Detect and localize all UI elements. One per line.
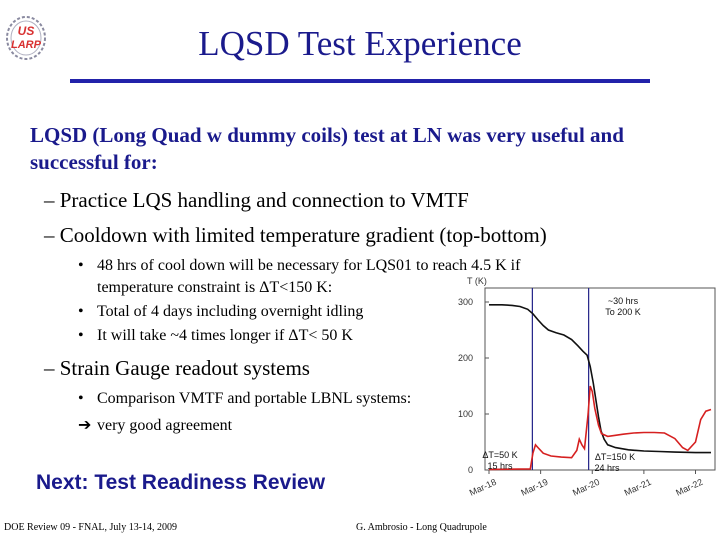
cooldown-chart: T (K) 0 100 200 300 Mar-18 Mar-19 Mar-20 Mar-2… (458, 276, 716, 498)
x-tick-label: Mar-21 (623, 477, 653, 498)
cooldown-bullet-days: • Total of 4 days including overnight idl… (78, 303, 364, 320)
slide-title: LQSD Test Experience (198, 24, 522, 63)
cooldown-bullet-hours-cont: temperature constraint is ΔT<150 K: (97, 279, 333, 296)
y-tick-label: 100 (458, 409, 473, 419)
x-tick-label: Mar-22 (674, 477, 704, 498)
right-arrow-icon: ➔ (78, 417, 92, 434)
svg-text:US: US (18, 24, 35, 38)
x-tick-label: Mar-20 (571, 477, 601, 498)
svg-text:LARP: LARP (11, 39, 42, 51)
sub-item-cooldown: – Cooldown with limited temperature grad… (44, 223, 547, 247)
footer-event: DOE Review 09 - FNAL, July 13-14, 2009 (4, 522, 178, 533)
strain-bullet-agreement: ➔ very good agreement (78, 417, 233, 434)
annotation-dt150-line1: ΔT=150 K (595, 452, 635, 462)
main-bullet: LQSD (Long Quad w dummy coils) test at L… (30, 123, 624, 174)
series-line-temperature (489, 304, 711, 454)
annotation-dt50-line2: 15 hrs (487, 461, 513, 471)
series-line-gradient (488, 385, 712, 471)
annotation-dt150-line2: 24 hrs (594, 463, 620, 473)
annotation-30hrs-line1: ~30 hrs (608, 296, 639, 306)
sub-item-cooldown-text: Cooldown with limited temperature gradie… (59, 223, 547, 247)
next-step: Next: Test Readiness Review (36, 471, 326, 494)
x-tick-label: Mar-18 (468, 477, 498, 498)
plot-frame (484, 287, 716, 471)
annotation-30hrs-line2: To 200 K (605, 307, 641, 317)
y-tick-label: 200 (458, 353, 473, 363)
us-larp-logo: US LARP (4, 14, 48, 62)
sub-item-strain: – Strain Gauge readout systems (44, 356, 310, 380)
title-underline (70, 79, 650, 83)
x-tick-label: Mar-19 (519, 477, 549, 498)
annotation-dt50-line1: ΔT=50 K (482, 450, 517, 460)
sub-item-handling: – Practice LQS handling and connection t… (44, 188, 469, 212)
strain-bullet-comparison: • Comparison VMTF and portable LBNL syste… (78, 390, 412, 407)
y-tick-label: 300 (458, 297, 473, 307)
sub-item-strain-text: Strain Gauge readout systems (59, 356, 310, 380)
footer-author: G. Ambrosio - Long Quadrupole (356, 522, 487, 533)
sub-item-handling-text: Practice LQS handling and connection to … (59, 188, 469, 212)
y-tick-label: 0 (468, 465, 473, 475)
y-axis-label: T (K) (467, 276, 487, 286)
cooldown-bullet-hours: • 48 hrs of cool down will be necessary f… (78, 257, 521, 274)
cooldown-bullet-longer: • It will take ~4 times longer if ΔT< 50 … (78, 327, 353, 344)
